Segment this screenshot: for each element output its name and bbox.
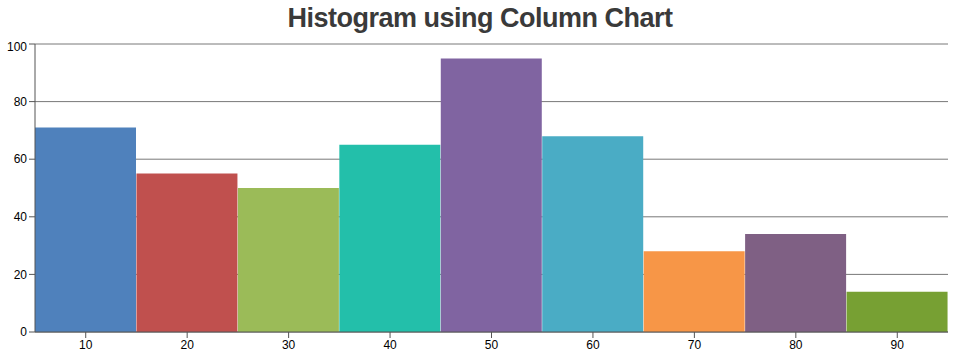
svg-text:90: 90	[891, 338, 905, 352]
svg-text:100: 100	[8, 40, 27, 54]
svg-text:60: 60	[586, 338, 600, 352]
svg-text:70: 70	[688, 338, 702, 352]
svg-text:10: 10	[79, 338, 93, 352]
svg-text:40: 40	[14, 210, 28, 224]
svg-text:50: 50	[485, 338, 499, 352]
svg-text:80: 80	[14, 95, 28, 109]
svg-text:40: 40	[383, 338, 397, 352]
svg-text:30: 30	[282, 338, 296, 352]
html-text:Histogram using Column Chart: Histogram using Column Chart	[287, 3, 673, 33]
svg-text:0: 0	[20, 325, 27, 339]
svg-text:80: 80	[789, 338, 803, 352]
svg-text:20: 20	[180, 338, 194, 352]
svg-text:20: 20	[14, 268, 28, 282]
svg-text:60: 60	[14, 152, 28, 166]
